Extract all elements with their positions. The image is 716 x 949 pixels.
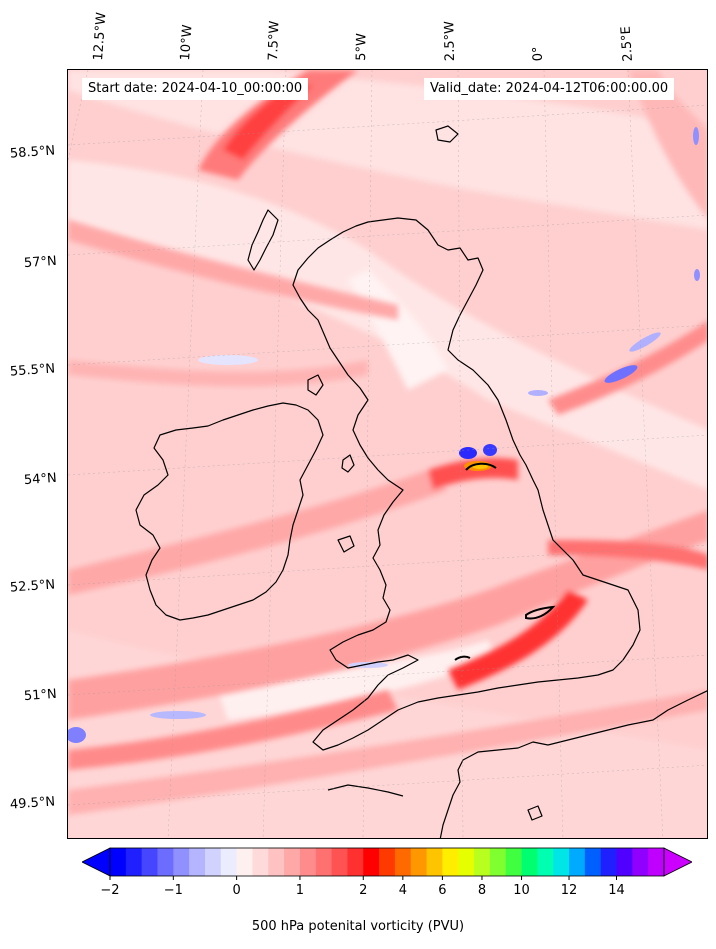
lon-label: 10°W <box>178 24 196 61</box>
colorbar-under-extension <box>82 847 111 877</box>
colorbar-tick-label: 6 <box>438 883 447 898</box>
coastline-channel-islands <box>527 805 543 821</box>
coastline-islay <box>307 374 324 396</box>
colorbar-swatch <box>363 848 380 876</box>
coastline-great-britain <box>292 217 641 751</box>
lat-label: 49.5°N <box>9 794 56 813</box>
field-negative-pv <box>68 127 700 743</box>
colorbar-swatch <box>268 848 285 876</box>
colorbar-tick-label: 0 <box>232 883 241 898</box>
map-panel <box>67 69 708 839</box>
colorbar-over-extension <box>663 847 692 877</box>
lon-label: 2.5°W <box>442 20 458 62</box>
colorbar-swatch <box>426 848 443 876</box>
lon-label: 5°W <box>354 33 370 61</box>
colorbar-swatch <box>505 848 523 876</box>
lat-label: 58.5°N <box>9 143 56 162</box>
colorbar-tick-label: 12 <box>560 883 578 898</box>
colorbar-tick-label: 10 <box>513 883 530 898</box>
coastline-france <box>439 690 707 838</box>
colorbar-swatch <box>204 848 222 876</box>
colorbar-swatch <box>584 848 602 876</box>
colorbar-swatch <box>458 848 475 876</box>
coastline-outer-hebrides <box>247 209 279 271</box>
coastline-anglesey <box>337 535 355 553</box>
colorbar-swatch <box>252 848 269 876</box>
colorbar-swatch <box>632 848 649 876</box>
colorbar <box>82 847 692 880</box>
colorbar-swatch <box>521 848 538 876</box>
colorbar-swatch <box>489 848 507 876</box>
coastline-isle-of-man <box>341 454 355 473</box>
coastlines <box>135 125 707 838</box>
lat-label: 51°N <box>23 686 58 705</box>
colorbar-tick-label: 4 <box>398 883 407 898</box>
lat-label: 54°N <box>23 470 58 489</box>
lon-label: 12.5°W <box>91 11 110 62</box>
colorbar-tick-label: −2 <box>100 883 120 898</box>
colorbar-swatch <box>315 848 333 876</box>
colorbar-swatch <box>173 848 190 876</box>
graticule <box>68 70 707 838</box>
field-high-pv <box>454 461 556 661</box>
colorbar-tick-label: 14 <box>608 883 625 898</box>
valid-date-label: Valid_date: 2024-04-12T06:00:00.00 <box>424 78 675 100</box>
colorbar-swatch <box>379 848 396 876</box>
colorbar-swatch <box>157 848 174 876</box>
colorbar-swatch <box>299 848 317 876</box>
lon-label: 2.5°E <box>618 25 636 63</box>
colorbar-swatch <box>616 848 633 876</box>
lon-label: 0° <box>530 46 546 62</box>
colorbar-swatch <box>569 848 586 876</box>
lon-label: 7.5°W <box>266 20 283 61</box>
colorbar-border <box>109 847 665 877</box>
field-red-bands <box>68 70 707 815</box>
colorbar-swatch <box>331 848 348 876</box>
colorbar-swatch <box>125 848 143 876</box>
colorbar-swatch <box>553 848 570 876</box>
colorbar-swatch <box>110 848 127 876</box>
colorbar-swatch <box>442 848 459 876</box>
colorbar-swatch <box>394 848 412 876</box>
colorbar-tick-label: −1 <box>163 883 183 898</box>
colorbar-swatch <box>284 848 301 876</box>
lat-label: 57°N <box>23 253 58 272</box>
colorbar-label: 500 hPa potenital vorticity (PVU) <box>251 919 465 934</box>
coastline-orkney <box>435 125 459 143</box>
colorbar-tick-label: 2 <box>359 883 368 898</box>
colorbar-swatch <box>189 848 206 876</box>
start-date-label: Start date: 2024-04-10_00:00:00 <box>82 78 309 100</box>
colorbar-swatch <box>220 848 238 876</box>
lat-label: 55.5°N <box>9 361 56 380</box>
colorbar-swatch <box>648 848 665 876</box>
colorbar-swatch <box>600 848 618 876</box>
lat-label: 52.5°N <box>9 577 56 596</box>
colorbar-swatch <box>236 848 253 876</box>
coastline-ireland <box>135 402 324 621</box>
colorbar-tick-label: 8 <box>477 883 487 898</box>
colorbar-swatch <box>141 848 158 876</box>
coastline-brittany <box>327 784 404 797</box>
colorbar-swatch <box>410 848 428 876</box>
colorbar-swatch <box>537 848 554 876</box>
colorbar-tick-label: 1 <box>295 883 305 898</box>
colorbar-swatch <box>474 848 491 876</box>
colorbar-swatch <box>347 848 364 876</box>
pv-field-map <box>68 70 707 838</box>
